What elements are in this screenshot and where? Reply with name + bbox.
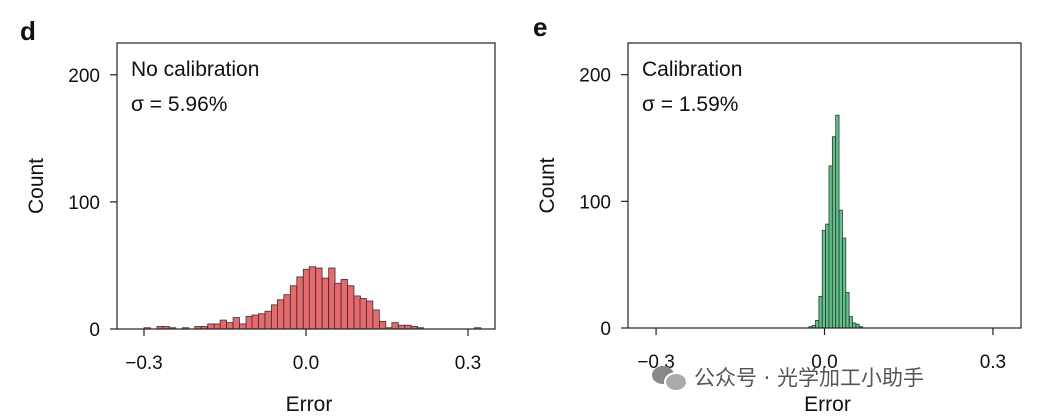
histogram-bar — [821, 230, 826, 329]
histogram-bar — [848, 316, 853, 329]
histogram-bar — [366, 300, 374, 330]
y-tick-label: 200 — [68, 66, 100, 87]
y-axis-title: Count — [25, 158, 48, 214]
x-tick-label: 0.0 — [293, 353, 319, 374]
histogram-bar — [321, 277, 329, 330]
x-tick-label: 0.3 — [455, 353, 481, 374]
histogram-bar — [251, 314, 259, 330]
histogram-bar — [334, 282, 342, 330]
x-axis-title: Error — [286, 393, 333, 416]
histogram-bar — [276, 299, 285, 330]
panel-label: e — [533, 12, 547, 42]
watermark: 公众号 · 光学加工小助手 — [652, 362, 924, 392]
histogram-bar — [828, 165, 833, 329]
histogram-bar — [283, 294, 291, 330]
histogram-bar — [226, 322, 234, 330]
y-tick-label: 200 — [579, 66, 611, 87]
panel-annotation-title: No calibration — [131, 58, 259, 81]
histogram-bar — [347, 285, 355, 330]
histogram-bar — [391, 322, 399, 330]
histogram-bar — [815, 319, 820, 329]
histogram-bar — [232, 317, 240, 330]
x-tick-label: 0.0 — [811, 352, 837, 373]
x-tick-label: 0.3 — [980, 352, 1006, 373]
histogram-bar — [258, 313, 266, 330]
histogram-bar — [264, 310, 272, 330]
x-axis-title: Error — [804, 393, 851, 416]
histogram-bar — [379, 320, 387, 330]
histogram-bar — [207, 323, 215, 330]
histogram-bar — [838, 209, 843, 329]
panel-annotation-title: Calibration — [642, 58, 742, 81]
histogram-bar — [239, 323, 247, 330]
sigma-annotation: σ = 1.59% — [642, 93, 738, 116]
histogram-bar — [818, 295, 823, 329]
y-tick-label: 100 — [579, 192, 611, 213]
histogram-bar — [845, 292, 850, 329]
histogram-bar — [852, 322, 857, 329]
histogram-bar — [245, 315, 253, 330]
histogram-bar — [372, 309, 380, 330]
histogram-bar — [308, 266, 317, 330]
histogram-bar — [831, 136, 837, 329]
histogram-bar — [353, 295, 361, 330]
histogram-bar — [213, 323, 221, 330]
histogram-bar — [340, 279, 348, 330]
histogram-bar — [835, 114, 840, 329]
histogram-bar — [271, 304, 279, 330]
watermark-text: 公众号 · 光学加工小助手 — [694, 366, 925, 390]
histogram-bar — [328, 267, 336, 330]
wechat-icon — [652, 364, 688, 392]
y-tick-label: 0 — [600, 319, 611, 340]
panel-label: d — [20, 16, 36, 46]
y-axis-title: Count — [536, 157, 559, 213]
x-tick-label: −0.3 — [125, 353, 163, 374]
histogram-bar — [842, 237, 847, 329]
histogram-bar — [289, 285, 298, 330]
histogram-bar — [359, 298, 367, 330]
histogram-bar — [219, 319, 227, 330]
histogram-bar — [296, 276, 304, 330]
sigma-annotation: σ = 5.96% — [131, 93, 227, 116]
y-tick-label: 0 — [89, 320, 100, 341]
histogram-bar — [825, 223, 830, 329]
histogram-bar — [315, 267, 323, 330]
y-tick-label: 100 — [68, 193, 100, 214]
histogram-bar — [302, 268, 311, 330]
